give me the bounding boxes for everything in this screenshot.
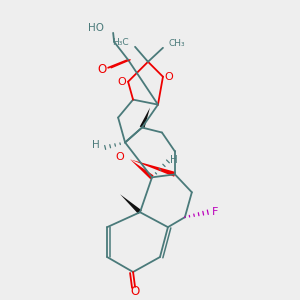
Text: O: O <box>118 77 127 87</box>
Polygon shape <box>130 159 154 179</box>
Text: H: H <box>170 155 178 165</box>
Text: O: O <box>165 72 173 82</box>
Text: O: O <box>130 285 140 298</box>
Polygon shape <box>120 194 142 214</box>
Text: H₃C: H₃C <box>112 38 129 47</box>
Text: O: O <box>98 63 107 76</box>
Text: F: F <box>212 207 218 217</box>
Polygon shape <box>140 108 150 128</box>
Text: CH₃: CH₃ <box>169 39 186 48</box>
Text: H: H <box>92 140 100 151</box>
Polygon shape <box>130 159 176 177</box>
Text: O: O <box>116 152 124 162</box>
Text: HO: HO <box>88 23 104 33</box>
